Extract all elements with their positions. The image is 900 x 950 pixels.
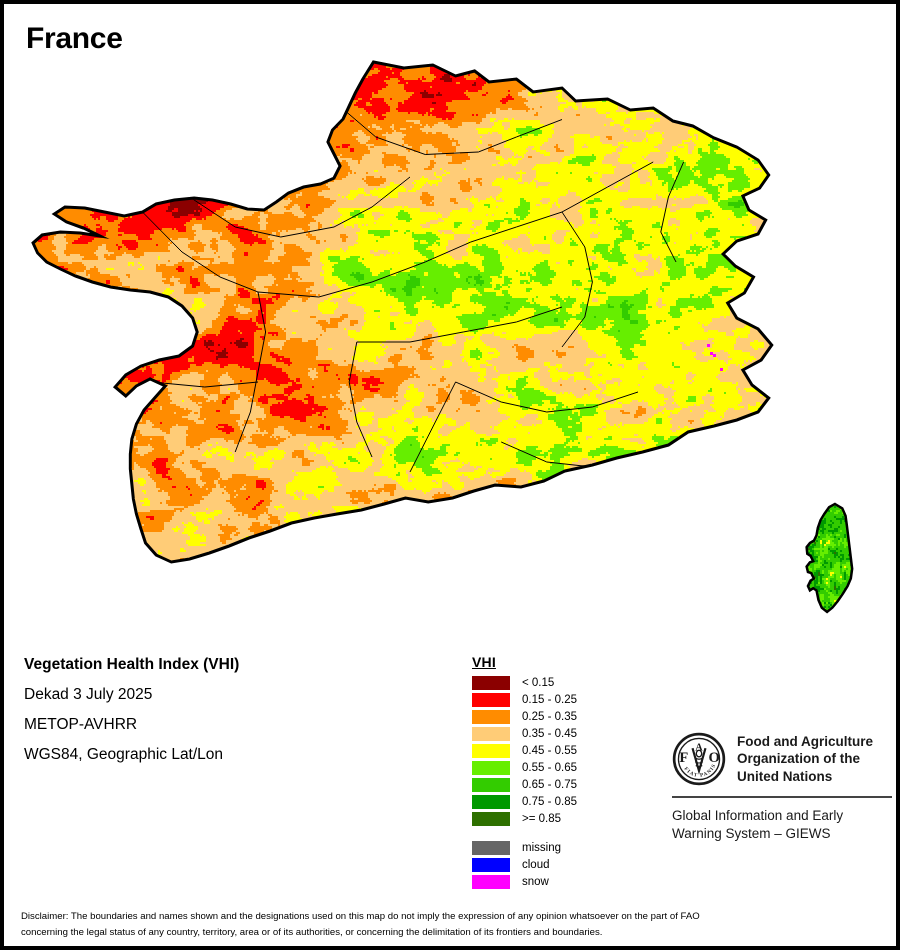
legend-row--0-85: >= 0.85 <box>472 811 577 827</box>
legend-swatch <box>472 795 510 809</box>
disclaimer-line-2: concerning the legal status of any count… <box>21 926 603 938</box>
legend-row-missing: missing <box>472 840 577 856</box>
fao-branding-block: F A O FIAT PANIS Food and Agriculture Or… <box>672 732 894 843</box>
legend-row-cloud: cloud <box>472 857 577 873</box>
legend-label: 0.25 - 0.35 <box>522 711 577 723</box>
fao-name-line-3: United Nations <box>737 768 833 784</box>
map-legend: VHI < 0.15 0.15 - 0.25 0.25 - 0.35 0.35 - 0… <box>472 654 577 891</box>
legend-spacer <box>472 828 577 840</box>
svg-text:F: F <box>679 750 688 766</box>
legend-swatch <box>472 841 510 855</box>
legend-swatch <box>472 812 510 826</box>
legend-label: 0.15 - 0.25 <box>522 694 577 706</box>
legend-status-list: missing cloud snow <box>472 840 577 890</box>
legend-label: missing <box>522 842 561 854</box>
legend-row-0-65-0-75: 0.65 - 0.75 <box>472 777 577 793</box>
legend-row--0-15: < 0.15 <box>472 675 577 691</box>
fao-organization-name: Food and Agriculture Organization of the… <box>737 732 873 785</box>
legend-row-snow: snow <box>472 874 577 890</box>
legend-swatch <box>472 761 510 775</box>
svg-text:O: O <box>708 750 719 766</box>
fao-name-line-1: Food and Agriculture <box>737 734 873 749</box>
legend-row-0-25-0-35: 0.25 - 0.35 <box>472 709 577 725</box>
legend-row-0-35-0-45: 0.35 - 0.45 <box>472 726 577 742</box>
metadata-projection: WGS84, Geographic Lat/Lon <box>24 746 224 763</box>
fao-divider <box>672 796 892 798</box>
metadata-product: Vegetation Health Index (VHI) <box>24 656 240 673</box>
legend-label: 0.65 - 0.75 <box>522 779 577 791</box>
legend-label: cloud <box>522 859 550 871</box>
legend-swatch <box>472 858 510 872</box>
legend-label: >= 0.85 <box>522 813 562 825</box>
fao-header: F A O FIAT PANIS Food and Agriculture Or… <box>672 732 894 786</box>
map-figure <box>10 52 898 622</box>
legend-label: < 0.15 <box>522 677 555 689</box>
fao-logo-icon: F A O FIAT PANIS <box>672 732 726 786</box>
legend-label: 0.55 - 0.65 <box>522 762 577 774</box>
legend-label: snow <box>522 876 549 888</box>
giews-label: Global Information and Early Warning Sys… <box>672 807 894 843</box>
legend-swatch <box>472 693 510 707</box>
legend-title: VHI <box>472 654 496 670</box>
legend-row-0-15-0-25: 0.15 - 0.25 <box>472 692 577 708</box>
legend-row-0-75-0-85: 0.75 - 0.85 <box>472 794 577 810</box>
legend-label: 0.35 - 0.45 <box>522 728 577 740</box>
vhi-raster-map <box>10 52 898 622</box>
legend-swatch <box>472 778 510 792</box>
giews-line-1: Global Information and Early <box>672 808 844 823</box>
legend-class-list: < 0.15 0.15 - 0.25 0.25 - 0.35 0.35 - 0.45 0… <box>472 675 577 827</box>
giews-line-2: Warning System – GIEWS <box>672 826 831 842</box>
legend-swatch <box>472 875 510 889</box>
legend-swatch <box>472 744 510 758</box>
svg-text:A: A <box>695 742 703 753</box>
legend-row-0-45-0-55: 0.45 - 0.55 <box>472 743 577 759</box>
metadata-sensor: METOP-AVHRR <box>24 716 138 733</box>
disclaimer-text: Disclaimer: The boundaries and names sho… <box>21 909 887 941</box>
legend-label: 0.45 - 0.55 <box>522 745 577 757</box>
legend-label: 0.75 - 0.85 <box>522 796 577 808</box>
page-title: France <box>26 22 123 55</box>
legend-row-0-55-0-65: 0.55 - 0.65 <box>472 760 577 776</box>
legend-swatch <box>472 710 510 724</box>
legend-swatch <box>472 676 510 690</box>
metadata-period: Dekad 3 July 2025 <box>24 686 153 703</box>
legend-swatch <box>472 727 510 741</box>
fao-name-line-2: Organization of the <box>737 751 860 767</box>
disclaimer-line-1: Disclaimer: The boundaries and names sho… <box>21 911 700 922</box>
map-metadata-block: Vegetation Health Index (VHI) Dekad 3 Ju… <box>24 656 444 776</box>
